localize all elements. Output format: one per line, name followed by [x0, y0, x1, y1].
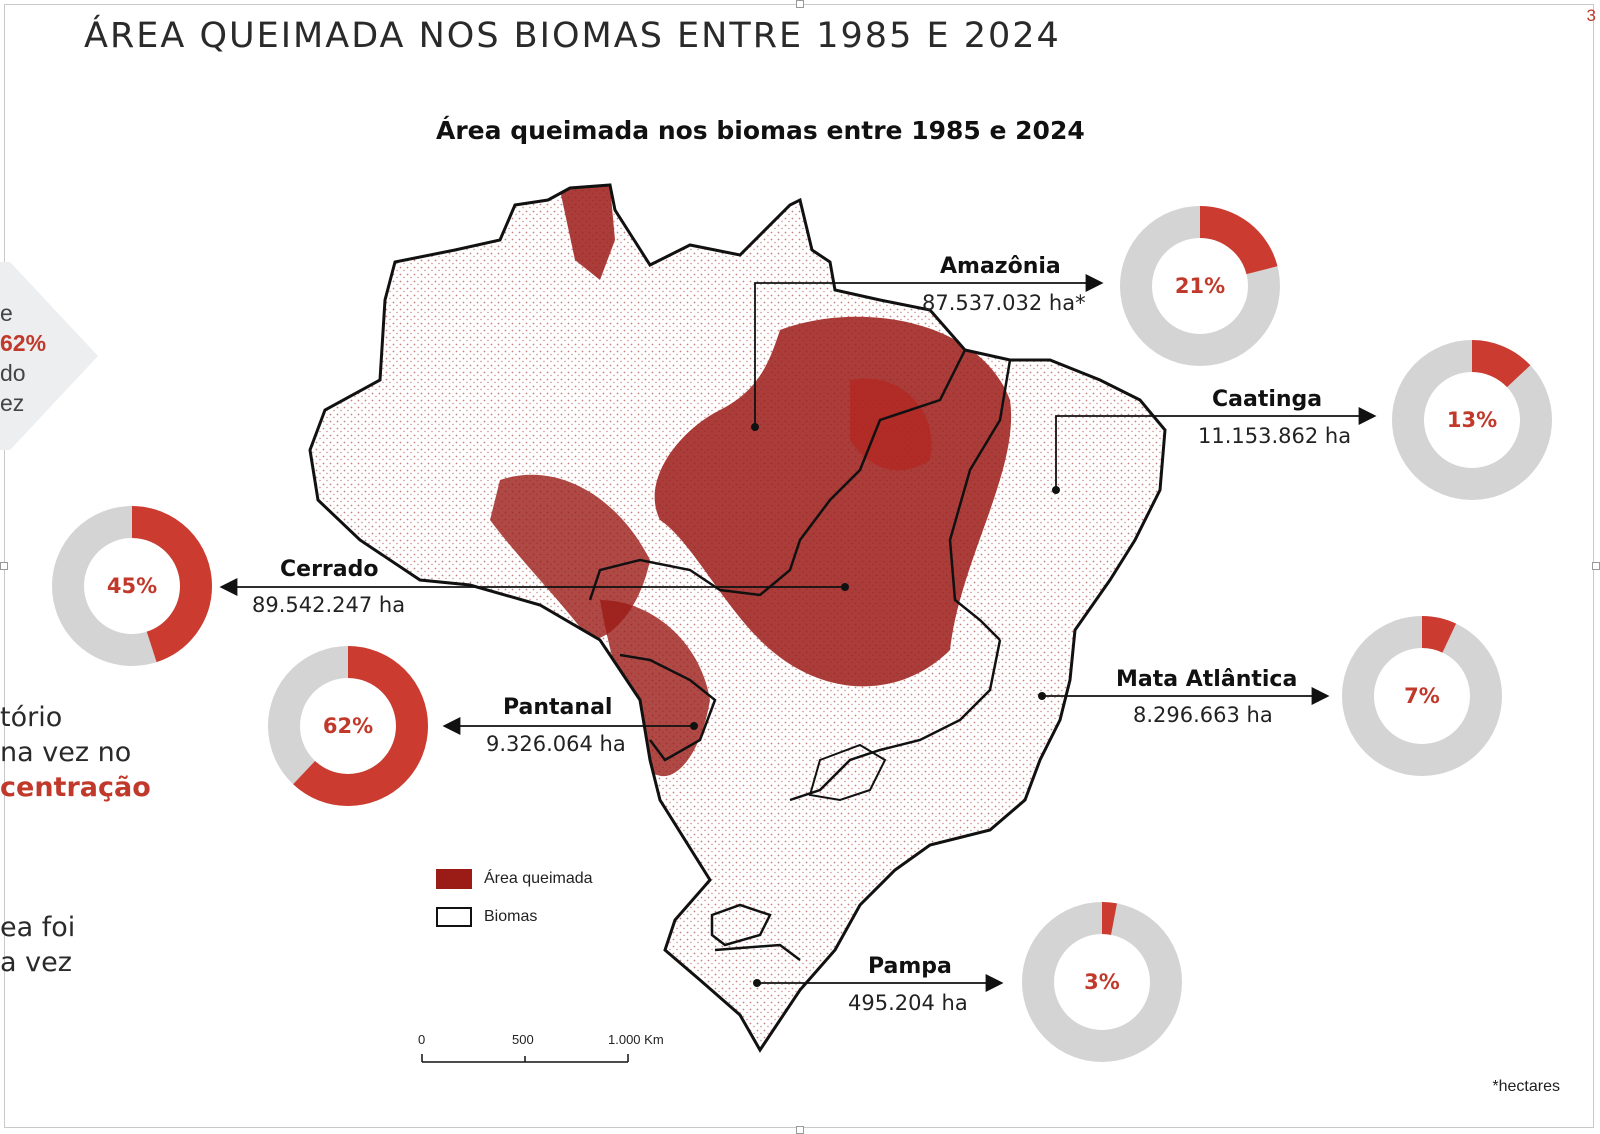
side-text-block-3: ea foi a vez: [0, 910, 75, 980]
legend-label: Área queimada: [484, 870, 593, 887]
biome-border-cerrado-mata: [789, 639, 1002, 802]
biome-name-pampa: Pampa: [868, 954, 952, 979]
donut-arc-pantanal: [268, 646, 428, 806]
donut-arc-amazonia: [1120, 206, 1280, 366]
scale-tick-label: 0: [418, 1032, 426, 1047]
scale-tick-label: 1.000 Km: [608, 1032, 664, 1047]
donut-pampa: 3%: [1022, 902, 1182, 1062]
footnote: *hectares: [1492, 1078, 1560, 1095]
donut-arc-pampa: [1022, 902, 1182, 1062]
biome-area-pantanal: 9.326.064 ha: [486, 732, 626, 756]
side-text-line: do: [0, 360, 26, 386]
biome-name-cerrado: Cerrado: [280, 557, 379, 582]
left-arrow-panel: [0, 262, 98, 450]
resize-handle-top[interactable]: [796, 0, 804, 8]
donut-mata-atlantica: 7%: [1342, 616, 1502, 776]
donut-arc-mata-atlantica: [1342, 616, 1502, 776]
donut-amazonia: 21%: [1120, 206, 1280, 366]
legend-biomes: Biomas: [436, 907, 537, 927]
biome-name-pantanal: Pantanal: [503, 695, 613, 720]
legend-swatch-biomes: [436, 907, 472, 927]
leader-amazonia: [754, 274, 1104, 427]
side-text-line: ez: [0, 390, 25, 416]
donut-arc-cerrado: [52, 506, 212, 666]
legend-swatch-burned: [436, 869, 472, 889]
legend-burned-area: Área queimada: [436, 869, 593, 889]
biome-border-caatinga: [948, 359, 1012, 641]
donut-percent-cerrado: 45%: [106, 574, 158, 598]
side-text-block-1: e 62% do ez: [0, 298, 46, 418]
side-text-line: a vez: [0, 947, 72, 978]
biome-area-mata-atlantica: 8.296.663 ha: [1133, 703, 1273, 727]
donut-percent-mata-atlantica: 7%: [1404, 684, 1440, 708]
biome-name-amazonia: Amazônia: [940, 254, 1061, 279]
donut-pantanal: 62%: [268, 646, 428, 806]
map-title: Área queimada nos biomas entre 1985 e 20…: [436, 116, 1085, 145]
side-text-line: tório: [0, 702, 63, 733]
legend-label: Biomas: [484, 908, 538, 925]
donut-arc-caatinga: [1392, 340, 1552, 500]
biome-area-cerrado: 89.542.247 ha: [252, 593, 406, 617]
side-text-line: ea foi: [0, 912, 76, 943]
donut-percent-pantanal: 62%: [322, 714, 374, 738]
side-text-line: 62%: [0, 330, 47, 356]
biome-border-pampa: [710, 903, 801, 961]
donut-caatinga: 13%: [1392, 340, 1552, 500]
biome-area-amazonia: 87.537.032 ha*: [922, 291, 1086, 315]
biome-area-pampa: 495.204 ha: [848, 991, 968, 1015]
side-text-line: na vez no: [0, 737, 132, 768]
donut-percent-amazonia: 21%: [1174, 274, 1226, 298]
biome-name-mata-atlantica: Mata Atlântica: [1116, 667, 1298, 692]
donut-cerrado: 45%: [52, 506, 212, 666]
resize-handle-left[interactable]: [0, 562, 8, 570]
side-text-line: centração: [0, 772, 151, 803]
leader-caatinga: [1055, 407, 1377, 490]
biome-border-pantanal: [619, 653, 717, 762]
biome-name-caatinga: Caatinga: [1212, 387, 1323, 412]
page-title: ÁREA QUEIMADA NOS BIOMAS ENTRE 1985 E 20…: [84, 16, 1061, 56]
donut-percent-caatinga: 13%: [1446, 408, 1498, 432]
biome-border-amazonia: [588, 349, 967, 601]
side-text-line: e: [0, 300, 13, 326]
scale-tick-label: 500: [512, 1032, 534, 1047]
scale-bar: [421, 1054, 629, 1063]
page-number: 3: [1586, 6, 1596, 25]
reservoir-lines: [808, 743, 887, 802]
biome-area-caatinga: 11.153.862 ha: [1198, 424, 1352, 448]
donut-percent-pampa: 3%: [1084, 970, 1120, 994]
side-text-block-2: tório na vez no centração: [0, 700, 151, 805]
